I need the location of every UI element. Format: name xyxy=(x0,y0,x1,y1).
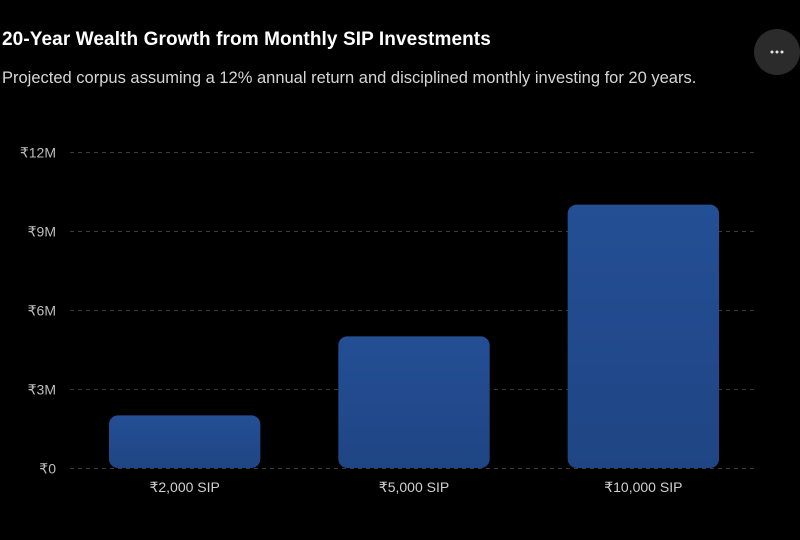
y-tick-label: ₹0 xyxy=(39,461,56,477)
more-horizontal-icon xyxy=(770,50,784,54)
bar[interactable] xyxy=(338,336,490,468)
x-axis: ₹2,000 SIP ₹5,000 SIP ₹10,000 SIP xyxy=(149,479,682,495)
chart-title: 20-Year Wealth Growth from Monthly SIP I… xyxy=(2,29,491,50)
x-tick-label: ₹2,000 SIP xyxy=(149,479,219,495)
x-tick-label: ₹10,000 SIP xyxy=(604,479,682,495)
bars xyxy=(108,204,720,468)
y-axis: ₹0 ₹3M ₹6M ₹9M ₹12M xyxy=(20,145,56,477)
bar[interactable] xyxy=(567,204,720,468)
bar[interactable] xyxy=(108,415,261,468)
y-tick-label: ₹9M xyxy=(28,224,56,240)
y-tick-label: ₹6M xyxy=(28,303,56,319)
chart-subtitle: Projected corpus assuming a 12% annual r… xyxy=(2,69,697,87)
more-options-button[interactable] xyxy=(754,29,800,75)
y-tick-label: ₹12M xyxy=(20,145,56,161)
x-tick-label: ₹5,000 SIP xyxy=(379,479,449,495)
y-tick-label: ₹3M xyxy=(28,382,56,398)
